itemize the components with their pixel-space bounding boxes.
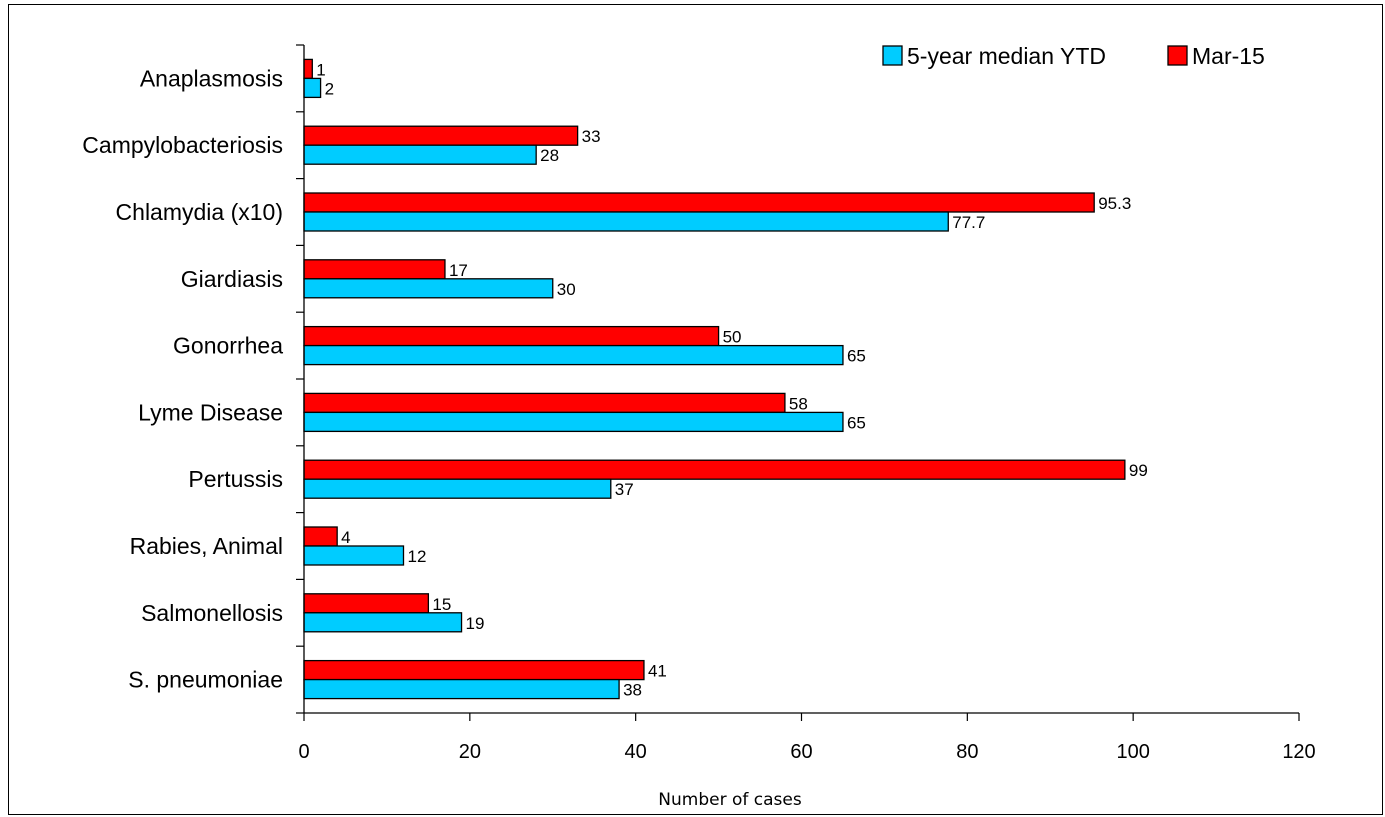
bar-mar15 <box>303 125 579 146</box>
data-label: 65 <box>847 413 866 432</box>
data-label: 19 <box>466 614 485 633</box>
x-tick-label: 40 <box>625 741 647 763</box>
legend-swatch <box>1167 45 1188 66</box>
bar-5yr-median <box>303 612 463 633</box>
bar-mar15 <box>303 58 313 80</box>
data-label: 58 <box>789 394 808 413</box>
bars-group <box>303 58 1126 700</box>
bar-5yr-median <box>303 678 620 700</box>
data-label: 12 <box>408 547 427 566</box>
x-tick-label: 0 <box>298 741 309 763</box>
data-label: 95.3 <box>1098 194 1131 213</box>
bar-mar15 <box>303 526 338 547</box>
data-label: 30 <box>557 280 576 299</box>
x-tick-label: 120 <box>1282 741 1315 763</box>
data-label: 37 <box>615 480 634 499</box>
data-label: 1 <box>316 60 325 79</box>
category-label: Salmonellosis <box>141 600 283 626</box>
data-label: 50 <box>723 328 742 347</box>
bar-mar15 <box>303 392 786 414</box>
legend-label: 5-year median YTD <box>907 43 1106 69</box>
bar-5yr-median <box>303 344 844 366</box>
data-label: 2 <box>325 79 334 98</box>
axes-group: 0 20 40 60 80 100 120 <box>296 44 1316 763</box>
bar-5yr-median <box>303 545 405 566</box>
category-label: Giardiasis <box>181 266 283 292</box>
legend: 5-year median YTD Mar-15 <box>882 43 1265 69</box>
bar-5yr-median <box>303 478 612 499</box>
data-label: 77.7 <box>952 213 985 232</box>
bar-mar15 <box>303 325 720 347</box>
bar-mar15 <box>303 192 1095 213</box>
data-label: 38 <box>623 681 642 700</box>
bar-5yr-median <box>303 77 322 99</box>
data-label: 4 <box>341 528 350 547</box>
bar-mar15 <box>303 459 1126 480</box>
category-label: Campylobacteriosis <box>82 132 283 158</box>
category-label: Anaplasmosis <box>140 65 283 91</box>
category-label: S. pneumoniae <box>128 667 283 693</box>
bar-mar15 <box>303 259 446 280</box>
category-label: Pertussis <box>188 466 283 492</box>
category-label: Rabies, Animal <box>130 533 283 559</box>
category-label: Chlamydia (x10) <box>116 199 283 225</box>
bar-mar15 <box>303 659 645 681</box>
data-label: 41 <box>648 662 667 681</box>
category-label: Gonorrhea <box>173 333 283 359</box>
data-label: 15 <box>432 595 451 614</box>
bar-5yr-median <box>303 278 554 299</box>
x-tick-label: 100 <box>1116 741 1149 763</box>
bar-5yr-median <box>303 211 949 232</box>
bar-5yr-median <box>303 144 537 165</box>
x-tick-label: 60 <box>790 741 812 763</box>
data-label: 28 <box>540 146 559 165</box>
bar-mar15 <box>303 593 430 614</box>
data-label: 17 <box>449 261 468 280</box>
data-label: 65 <box>847 347 866 366</box>
legend-swatch <box>882 45 903 66</box>
bar-5yr-median <box>303 411 844 433</box>
x-tick-label: 80 <box>956 741 978 763</box>
x-tick-label: 20 <box>459 741 481 763</box>
x-axis-title: Number of cases <box>658 790 802 810</box>
data-label: 33 <box>582 127 601 146</box>
legend-label: Mar-15 <box>1192 43 1265 69</box>
labels-group: Anaplasmosis 12 Campylobacteriosis 33 28 Chla… <box>82 60 1148 699</box>
data-label: 99 <box>1129 461 1148 480</box>
category-label: Lyme Disease <box>138 399 283 425</box>
